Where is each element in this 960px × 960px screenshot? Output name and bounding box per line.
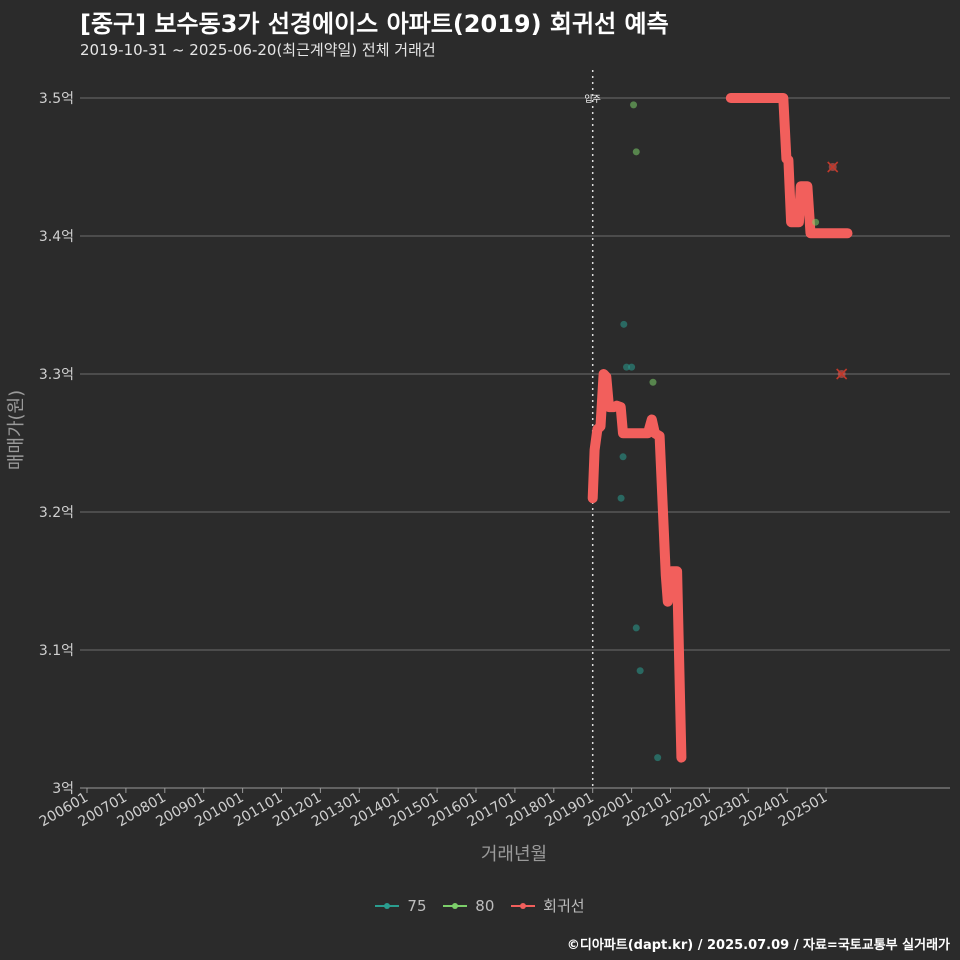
data-point-75 xyxy=(617,494,625,502)
prediction-x xyxy=(836,368,848,380)
regression-line xyxy=(587,369,687,763)
y-tick-label: 3.2억 xyxy=(39,505,74,521)
credit-text: ©디아파트(dapt.kr) / 2025.07.09 / 자료=국토교통부 실… xyxy=(566,938,950,953)
y-tick-label: 3.4억 xyxy=(39,229,74,245)
data-point-75 xyxy=(628,363,636,371)
data-point-75 xyxy=(623,363,631,371)
prediction-x xyxy=(827,161,839,173)
move-in-label: 입주 xyxy=(584,93,601,105)
legend-key-regression xyxy=(511,899,536,913)
y-tick-label: 3억 xyxy=(52,781,74,797)
chart-subtitle: 2019-10-31 ~ 2025-06-20(최근계약일) 전체 거래건 xyxy=(80,41,436,59)
data-point-80 xyxy=(632,148,640,156)
y-tick-label: 3.1억 xyxy=(39,643,74,659)
data-point-75 xyxy=(654,754,662,762)
chart-title: [중구] 보수동3가 선경에이스 아파트(2019) 회귀선 예측 xyxy=(80,10,669,38)
legend-label-75: 75 xyxy=(407,896,427,915)
legend-item-80: 80 xyxy=(443,897,494,915)
data-point-75 xyxy=(619,453,627,461)
prediction-mark xyxy=(827,161,839,173)
x-axis-label: 거래년월 xyxy=(481,844,547,865)
data-point-80 xyxy=(812,218,820,226)
regression-line xyxy=(725,93,853,239)
legend-key-80 xyxy=(443,899,468,913)
legend-item-regression: 회귀선 xyxy=(511,895,585,916)
data-point-75 xyxy=(632,624,640,632)
data-point-80 xyxy=(649,378,657,386)
legend: 75 80 회귀선 xyxy=(0,895,960,917)
legend-label-regression: 회귀선 xyxy=(543,897,585,915)
data-point-80 xyxy=(630,101,638,109)
prediction-mark xyxy=(836,368,848,380)
y-tick-label: 3.5억 xyxy=(39,91,74,107)
data-point-75 xyxy=(636,667,644,675)
legend-label-80: 80 xyxy=(475,896,495,915)
data-point-75 xyxy=(620,320,628,328)
legend-item-75: 75 xyxy=(375,896,427,915)
y-axis-label: 매매가(원) xyxy=(6,390,27,470)
legend-key-75 xyxy=(375,899,400,913)
y-tick-label: 3.3억 xyxy=(39,367,74,383)
